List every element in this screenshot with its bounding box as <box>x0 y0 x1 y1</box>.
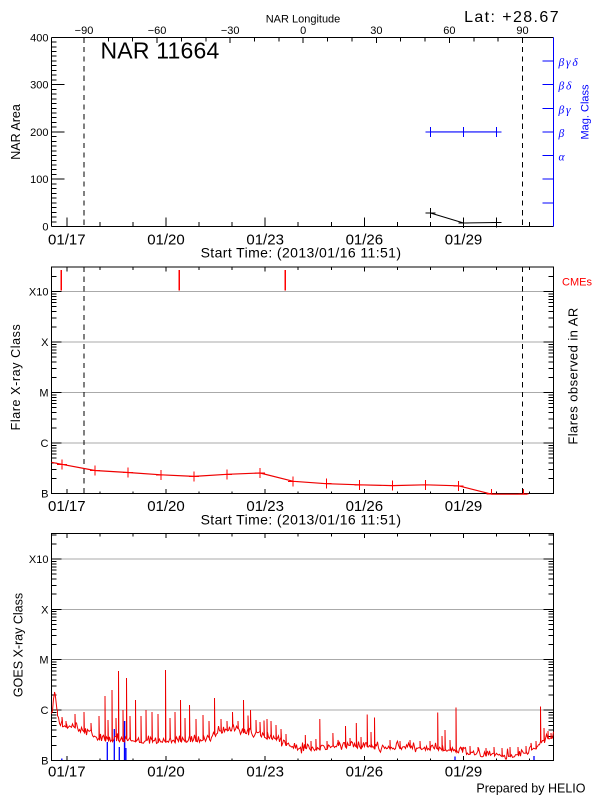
svg-text:βγδ: βγδ <box>558 57 580 69</box>
svg-text:01/26: 01/26 <box>346 498 384 515</box>
svg-text:−60: −60 <box>148 25 167 37</box>
svg-text:C: C <box>41 438 49 450</box>
svg-text:CMEs: CMEs <box>562 277 592 289</box>
svg-text:M: M <box>39 655 48 667</box>
svg-text:α: α <box>559 152 567 164</box>
svg-text:01/29: 01/29 <box>445 232 483 249</box>
svg-text:C: C <box>41 705 49 717</box>
svg-text:300: 300 <box>30 80 48 92</box>
svg-text:Start Time: (2013/01/16 11:51): Start Time: (2013/01/16 11:51) <box>201 512 402 528</box>
svg-text:30: 30 <box>370 25 382 37</box>
svg-text:200: 200 <box>30 127 48 139</box>
svg-text:M: M <box>39 388 48 400</box>
svg-text:X: X <box>41 604 49 616</box>
svg-text:B: B <box>41 489 48 501</box>
svg-text:NAR 11664: NAR 11664 <box>101 38 220 64</box>
svg-text:01/20: 01/20 <box>147 498 185 515</box>
svg-text:01/17: 01/17 <box>48 498 86 515</box>
svg-text:01/26: 01/26 <box>346 764 384 781</box>
svg-text:100: 100 <box>30 174 48 186</box>
svg-text:Lat: +28.67: Lat: +28.67 <box>464 9 560 26</box>
svg-text:NAR Longitude: NAR Longitude <box>266 14 341 26</box>
svg-text:01/23: 01/23 <box>246 764 284 781</box>
svg-text:0: 0 <box>42 222 48 234</box>
svg-text:Flares observed in AR: Flares observed in AR <box>566 307 581 444</box>
svg-text:βγ: βγ <box>558 104 573 116</box>
svg-text:Prepared by HELIO: Prepared by HELIO <box>476 782 585 796</box>
svg-text:01/29: 01/29 <box>445 498 483 515</box>
svg-text:0: 0 <box>300 25 306 37</box>
svg-text:β: β <box>558 128 567 140</box>
svg-text:Mag. Class: Mag. Class <box>580 84 592 140</box>
svg-text:Flare X-ray Class: Flare X-ray Class <box>9 324 23 431</box>
svg-text:B: B <box>41 756 48 768</box>
svg-text:90: 90 <box>516 25 528 37</box>
svg-text:X10: X10 <box>29 554 49 566</box>
svg-text:−90: −90 <box>75 25 94 37</box>
svg-text:X: X <box>41 337 49 349</box>
svg-text:60: 60 <box>443 25 455 37</box>
svg-text:01/29: 01/29 <box>445 764 483 781</box>
svg-text:Start Time: (2013/01/16 11:51): Start Time: (2013/01/16 11:51) <box>201 245 402 261</box>
svg-text:01/23: 01/23 <box>246 498 284 515</box>
svg-text:GOES X-ray Class: GOES X-ray Class <box>11 593 25 697</box>
svg-text:01/20: 01/20 <box>147 764 185 781</box>
svg-text:400: 400 <box>30 32 48 44</box>
svg-text:01/23: 01/23 <box>246 232 284 249</box>
svg-text:01/17: 01/17 <box>48 232 86 249</box>
svg-text:01/20: 01/20 <box>147 232 185 249</box>
svg-text:01/26: 01/26 <box>346 232 384 249</box>
svg-text:−30: −30 <box>221 25 240 37</box>
svg-text:NAR Area: NAR Area <box>9 104 23 160</box>
svg-text:X10: X10 <box>29 287 49 299</box>
svg-text:01/17: 01/17 <box>48 764 86 781</box>
svg-text:βδ: βδ <box>558 81 574 93</box>
